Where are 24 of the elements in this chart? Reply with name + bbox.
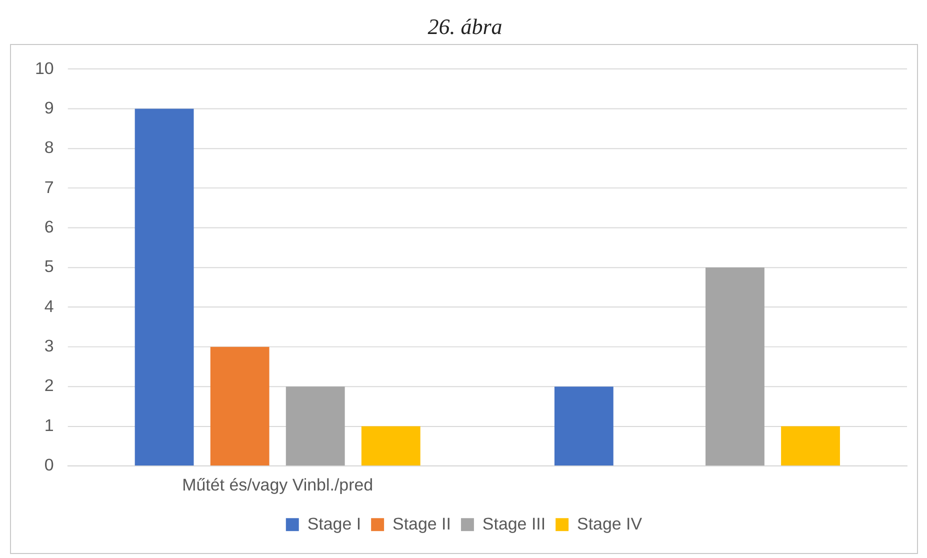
y-tick-label: 2: [44, 376, 54, 396]
y-tick-label: 1: [44, 416, 54, 435]
legend-label: Stage I: [307, 514, 362, 534]
y-tick-label: 8: [44, 138, 54, 158]
y-tick-label: 7: [44, 178, 54, 197]
y-tick-label: 9: [44, 98, 54, 118]
y-tick-label: 4: [44, 296, 54, 316]
x-tick-label: Műtét és/vagy Vinbl./pred: [182, 476, 374, 495]
bar: [554, 386, 614, 466]
y-tick-label: 0: [44, 456, 54, 475]
legend-label: Stage II: [392, 514, 451, 534]
y-tick-label: 5: [44, 257, 54, 276]
bar: [286, 386, 345, 466]
legend-label: Stage III: [482, 514, 546, 534]
y-tick-label: 3: [44, 336, 54, 356]
y-tick-label: 10: [34, 58, 54, 78]
bar: [781, 426, 840, 466]
bar: [361, 426, 420, 466]
legend-label: Stage IV: [577, 514, 643, 534]
bar: [134, 108, 194, 466]
bar: [706, 268, 764, 466]
bar: [210, 346, 270, 466]
chart-title: 26. ábra: [426, 14, 504, 40]
y-tick-label: 6: [44, 218, 54, 237]
